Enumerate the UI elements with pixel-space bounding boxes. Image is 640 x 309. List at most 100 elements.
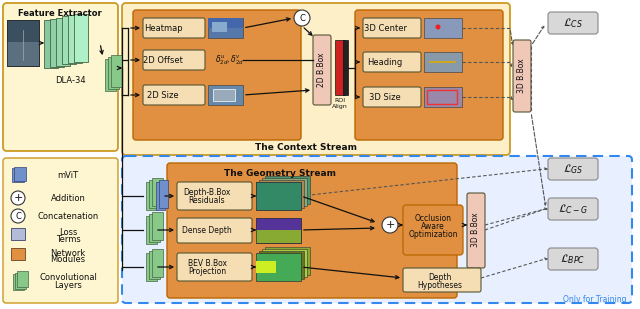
Text: Dense Depth: Dense Depth (182, 226, 232, 235)
FancyBboxPatch shape (548, 12, 598, 34)
Text: The Context Stream: The Context Stream (255, 142, 357, 151)
Bar (15, 273, 26, 289)
Text: Feature Extractor: Feature Extractor (18, 9, 102, 18)
Bar (108, 57, 118, 89)
Bar (256, 218, 301, 243)
Bar (424, 18, 462, 38)
Bar (208, 18, 243, 28)
Bar (74, 14, 88, 62)
Text: BEV B.Box: BEV B.Box (188, 259, 227, 268)
Bar (145, 182, 157, 210)
Text: Aware: Aware (421, 222, 445, 231)
Bar (7, 20, 39, 42)
Text: Terms: Terms (56, 235, 81, 243)
Bar (13, 274, 24, 290)
Bar (256, 182, 301, 210)
Bar (148, 214, 159, 242)
Text: Modules: Modules (51, 256, 86, 265)
Bar (262, 249, 307, 277)
Text: Heading: Heading (367, 57, 403, 66)
Bar (104, 59, 115, 91)
Circle shape (11, 191, 25, 205)
Text: $\delta^u_{2d},\delta^v_{2d}$: $\delta^u_{2d},\delta^v_{2d}$ (216, 53, 244, 67)
Bar (256, 182, 301, 210)
Text: 3D B.Box: 3D B.Box (472, 213, 481, 247)
Circle shape (382, 217, 398, 233)
FancyBboxPatch shape (3, 3, 118, 151)
Bar (11, 248, 25, 260)
Text: Optimization: Optimization (408, 230, 458, 239)
Text: $\mathcal{L}_{CS}$: $\mathcal{L}_{CS}$ (563, 16, 583, 30)
Text: Heatmap: Heatmap (144, 23, 182, 32)
Text: mViT: mViT (58, 171, 79, 180)
Text: 3D B.Box: 3D B.Box (518, 59, 527, 93)
Bar (145, 253, 157, 281)
FancyBboxPatch shape (548, 158, 598, 180)
Bar (256, 182, 301, 196)
Bar (50, 19, 64, 67)
Bar (424, 87, 462, 107)
Bar (152, 178, 163, 206)
FancyBboxPatch shape (513, 40, 531, 112)
Bar (7, 42, 39, 66)
Text: Align: Align (332, 104, 348, 108)
FancyBboxPatch shape (177, 218, 252, 243)
Text: Concatenation: Concatenation (37, 211, 99, 221)
Text: ROI: ROI (335, 98, 346, 103)
Bar (212, 22, 227, 32)
Text: +: + (385, 220, 395, 230)
Bar (256, 218, 301, 230)
FancyBboxPatch shape (3, 158, 118, 303)
Bar (256, 230, 301, 243)
Bar (152, 212, 163, 240)
Bar (62, 16, 76, 64)
Text: 3D Size: 3D Size (369, 92, 401, 101)
Bar (427, 90, 457, 104)
Text: Only for Training: Only for Training (563, 295, 627, 304)
FancyBboxPatch shape (143, 18, 205, 38)
Text: $\mathcal{L}_{BPC}$: $\mathcal{L}_{BPC}$ (561, 252, 586, 266)
Bar (145, 216, 157, 244)
FancyBboxPatch shape (133, 10, 301, 140)
Text: Projection: Projection (188, 266, 226, 276)
FancyBboxPatch shape (122, 156, 632, 303)
Text: Hypotheses: Hypotheses (417, 281, 463, 290)
Bar (208, 18, 243, 38)
FancyBboxPatch shape (467, 193, 485, 268)
Bar (208, 85, 243, 105)
Bar (148, 180, 159, 208)
FancyBboxPatch shape (167, 163, 457, 298)
Text: Residuals: Residuals (189, 196, 225, 205)
Text: Occlusion: Occlusion (415, 214, 451, 222)
Text: Depth-B.Box: Depth-B.Box (183, 188, 230, 197)
Bar (335, 40, 345, 95)
Text: Addition: Addition (51, 193, 85, 202)
Text: 2D B.Box: 2D B.Box (317, 53, 326, 87)
Bar (68, 15, 82, 63)
Bar (265, 176, 310, 204)
Text: Loss: Loss (59, 227, 77, 236)
Bar (17, 271, 28, 287)
Bar (14, 167, 26, 181)
Text: C: C (299, 14, 305, 23)
Circle shape (294, 10, 310, 26)
FancyBboxPatch shape (548, 248, 598, 270)
Bar (148, 251, 159, 279)
FancyBboxPatch shape (363, 18, 421, 38)
Bar (259, 180, 304, 208)
Text: Convolutional: Convolutional (39, 273, 97, 282)
Bar (256, 253, 301, 281)
Bar (56, 18, 70, 66)
Text: $\mathcal{L}_{GS}$: $\mathcal{L}_{GS}$ (563, 162, 583, 176)
Bar (12, 168, 24, 182)
FancyBboxPatch shape (363, 87, 421, 107)
Bar (44, 20, 58, 68)
Text: 3D Center: 3D Center (364, 23, 406, 32)
Bar (213, 89, 235, 101)
FancyBboxPatch shape (548, 198, 598, 220)
Bar (265, 247, 310, 275)
Bar (111, 55, 122, 87)
Bar (11, 228, 25, 240)
FancyBboxPatch shape (403, 205, 463, 255)
Bar (343, 40, 348, 95)
